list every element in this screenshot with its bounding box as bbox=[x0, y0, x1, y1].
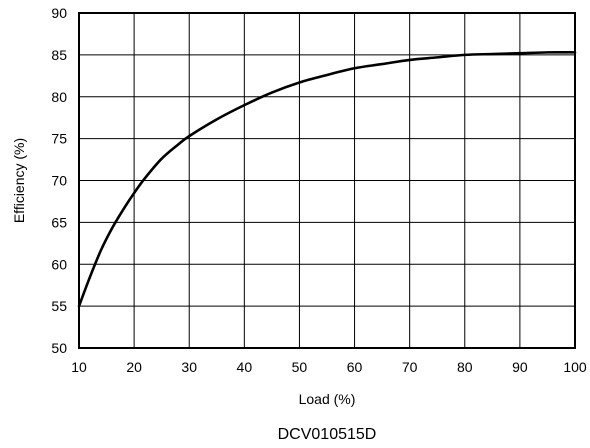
efficiency-curve bbox=[77, 51, 577, 308]
plot-frame bbox=[78, 12, 576, 349]
x-tick-label: 50 bbox=[292, 359, 308, 375]
x-axis-title: Load (%) bbox=[299, 391, 356, 407]
x-tick-labels: 10 20 30 40 50 60 70 80 90 100 bbox=[71, 359, 587, 375]
x-tick-label: 30 bbox=[181, 359, 197, 375]
grid bbox=[79, 13, 575, 348]
y-tick-label: 65 bbox=[51, 214, 67, 230]
x-tick-label: 40 bbox=[237, 359, 253, 375]
y-tick-label: 55 bbox=[51, 298, 67, 314]
x-tick-label: 10 bbox=[71, 359, 87, 375]
x-tick-label: 100 bbox=[563, 359, 587, 375]
y-tick-label: 60 bbox=[51, 256, 67, 272]
x-tick-label: 90 bbox=[512, 359, 528, 375]
y-tick-label: 90 bbox=[51, 5, 67, 21]
x-tick-label: 20 bbox=[126, 359, 142, 375]
y-tick-label: 50 bbox=[51, 340, 67, 356]
y-tick-label: 70 bbox=[51, 173, 67, 189]
x-tick-label: 80 bbox=[457, 359, 473, 375]
x-tick-label: 70 bbox=[402, 359, 418, 375]
y-tick-label: 80 bbox=[51, 89, 67, 105]
chart-caption: DCV010515D bbox=[278, 426, 377, 443]
x-tick-label: 60 bbox=[347, 359, 363, 375]
series-group bbox=[77, 51, 577, 308]
y-axis-title: Efficiency (%) bbox=[11, 138, 27, 223]
y-tick-label: 75 bbox=[51, 131, 67, 147]
y-tick-label: 85 bbox=[51, 47, 67, 63]
y-tick-labels: 50 55 60 65 70 75 80 85 90 bbox=[51, 5, 67, 356]
